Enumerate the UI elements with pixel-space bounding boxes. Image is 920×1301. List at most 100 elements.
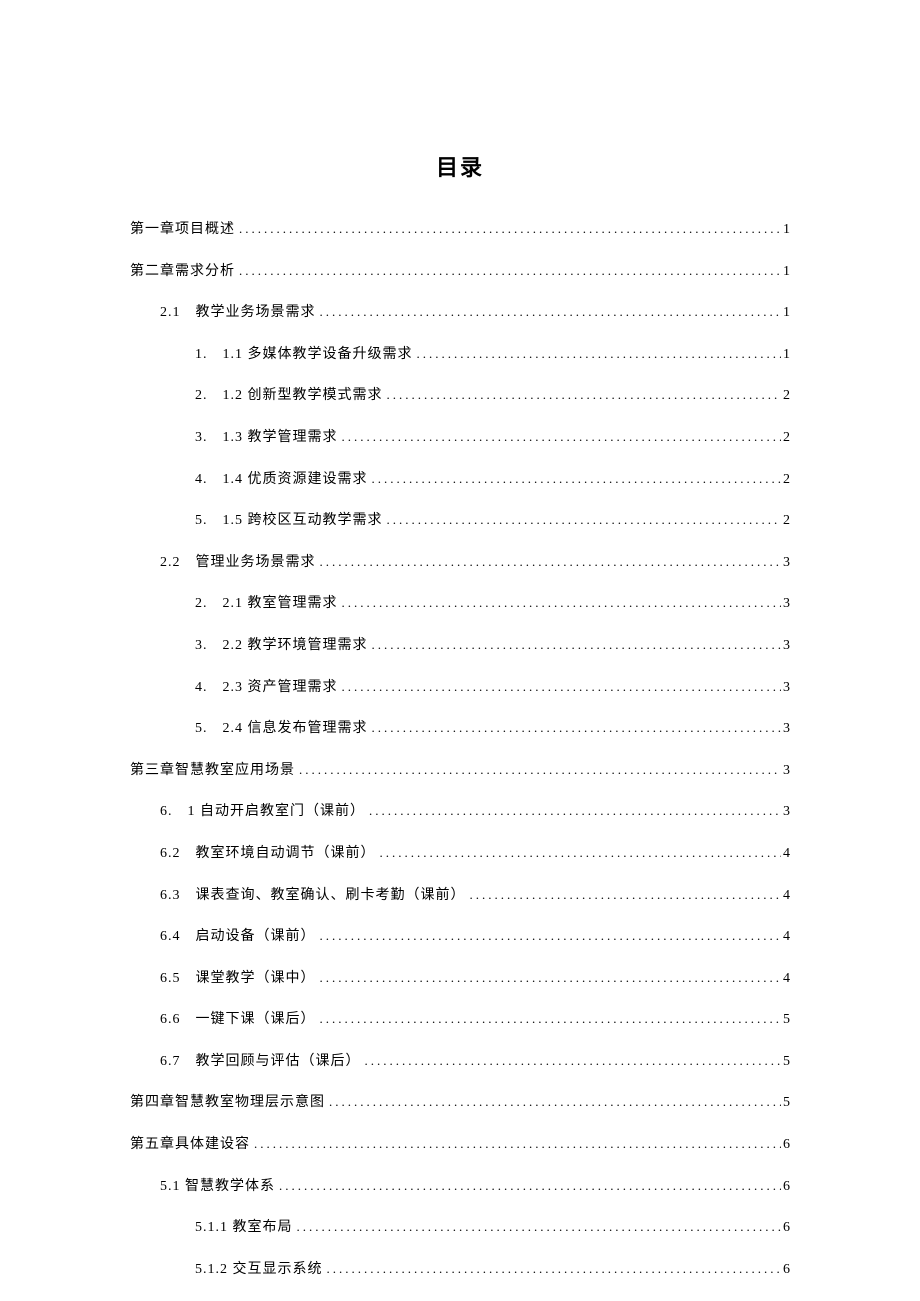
toc-entry-label: 第一章项目概述 — [130, 220, 235, 240]
toc-entry-label: 4. 2.3 资产管理需求 — [195, 678, 338, 698]
toc-entry-label: 2. 2.1 教室管理需求 — [195, 594, 338, 614]
toc-entry-page: 1 — [781, 262, 790, 282]
toc-leader-dots — [361, 1052, 782, 1070]
toc-entry-page: 6 — [781, 1135, 790, 1155]
toc-entry-page: 6 — [781, 1177, 790, 1197]
toc-entry: 6.5 课堂教学（课中） 4 — [130, 969, 790, 989]
toc-container: 第一章项目概述 1 第二章需求分析 1 2.1 教学业务场景需求 1 1. 1.1 多媒体教… — [130, 220, 790, 1279]
toc-leader-dots — [338, 678, 782, 696]
toc-entry: 6. 1 自动开启教室门（课前） 3 — [130, 802, 790, 822]
toc-entry-label: 6.5 课堂教学（课中） — [160, 969, 316, 989]
toc-leader-dots — [368, 636, 782, 654]
toc-leader-dots — [316, 553, 782, 571]
toc-leader-dots — [316, 1010, 782, 1028]
toc-leader-dots — [466, 886, 782, 904]
toc-leader-dots — [383, 511, 782, 529]
toc-entry-page: 4 — [781, 844, 790, 864]
toc-entry: 3. 2.2 教学环境管理需求3 — [130, 636, 790, 656]
toc-entry-page: 2 — [781, 428, 790, 448]
toc-entry: 第一章项目概述 1 — [130, 220, 790, 240]
toc-entry-label: 6.7 教学回顾与评估（课后） — [160, 1052, 361, 1072]
toc-entry-page: 1 — [781, 345, 790, 365]
toc-entry-label: 6.3 课表查询、教室确认、刷卡考勤（课前） — [160, 886, 466, 906]
toc-entry: 第四章智慧教室物理层示意图 5 — [130, 1093, 790, 1113]
toc-entry: 3. 1.3 教学管理需求 2 — [130, 428, 790, 448]
toc-entry: 2. 1.2 创新型教学模式需求 2 — [130, 386, 790, 406]
toc-leader-dots — [316, 303, 782, 321]
toc-entry: 6.4 启动设备（课前） 4 — [130, 927, 790, 947]
toc-entry: 5. 1.5 跨校区互动教学需求 2 — [130, 511, 790, 531]
toc-entry-label: 3. 1.3 教学管理需求 — [195, 428, 338, 448]
toc-entry-page: 4 — [781, 969, 790, 989]
toc-entry-page: 6 — [781, 1218, 790, 1238]
toc-entry-page: 3 — [781, 719, 790, 739]
toc-entry-page: 2 — [781, 470, 790, 490]
toc-entry-page: 2 — [781, 386, 790, 406]
toc-entry: 5.1.1 教室布局 6 — [130, 1218, 790, 1238]
toc-entry-label: 6.4 启动设备（课前） — [160, 927, 316, 947]
toc-entry-label: 第五章具体建设容 — [130, 1135, 250, 1155]
toc-entry-page: 3 — [781, 553, 790, 573]
toc-entry-label: 1. 1.1 多媒体教学设备升级需求 — [195, 345, 413, 365]
toc-leader-dots — [368, 470, 782, 488]
toc-entry-label: 2.2 管理业务场景需求 — [160, 553, 316, 573]
toc-entry: 6.2 教室环境自动调节（课前）4 — [130, 844, 790, 864]
toc-entry: 第二章需求分析 1 — [130, 262, 790, 282]
toc-entry: 6.3 课表查询、教室确认、刷卡考勤（课前） 4 — [130, 886, 790, 906]
toc-entry-page: 4 — [781, 927, 790, 947]
toc-leader-dots — [316, 969, 782, 987]
toc-entry-page: 1 — [781, 303, 790, 323]
toc-entry-label: 5. 2.4 信息发布管理需求 — [195, 719, 368, 739]
toc-entry-label: 5.1.1 教室布局 — [195, 1218, 293, 1238]
toc-leader-dots — [235, 262, 781, 280]
toc-entry-page: 2 — [781, 511, 790, 531]
toc-leader-dots — [338, 428, 782, 446]
toc-entry-page: 1 — [781, 220, 790, 240]
toc-entry-label: 5.1 智慧教学体系 — [160, 1177, 275, 1197]
toc-entry-page: 5 — [781, 1093, 790, 1113]
toc-entry: 第三章智慧教室应用场景 3 — [130, 761, 790, 781]
toc-leader-dots — [295, 761, 781, 779]
toc-title: 目录 — [130, 150, 790, 182]
toc-entry-label: 6. 1 自动开启教室门（课前） — [160, 802, 365, 822]
toc-entry: 5. 2.4 信息发布管理需求 3 — [130, 719, 790, 739]
toc-entry-page: 3 — [781, 761, 790, 781]
toc-entry: 2. 2.1 教室管理需求 3 — [130, 594, 790, 614]
toc-entry: 2.2 管理业务场景需求 3 — [130, 553, 790, 573]
toc-entry: 6.7 教学回顾与评估（课后） 5 — [130, 1052, 790, 1072]
toc-entry: 2.1 教学业务场景需求 1 — [130, 303, 790, 323]
toc-entry-label: 6.6 一键下课（课后） — [160, 1010, 316, 1030]
toc-entry-page: 3 — [781, 802, 790, 822]
toc-entry-label: 3. 2.2 教学环境管理需求 — [195, 636, 368, 656]
toc-leader-dots — [325, 1093, 781, 1111]
toc-leader-dots — [235, 220, 781, 238]
toc-entry: 5.1 智慧教学体系 6 — [130, 1177, 790, 1197]
toc-entry-label: 第二章需求分析 — [130, 262, 235, 282]
toc-entry: 4. 2.3 资产管理需求 3 — [130, 678, 790, 698]
toc-entry: 4. 1.4 优质资源建设需求 2 — [130, 470, 790, 490]
toc-entry: 第五章具体建设容 6 — [130, 1135, 790, 1155]
toc-entry-page: 3 — [781, 678, 790, 698]
toc-leader-dots — [365, 802, 781, 820]
toc-entry-label: 5. 1.5 跨校区互动教学需求 — [195, 511, 383, 531]
toc-entry-label: 4. 1.4 优质资源建设需求 — [195, 470, 368, 490]
toc-leader-dots — [275, 1177, 781, 1195]
toc-leader-dots — [413, 345, 782, 363]
toc-entry-page: 3 — [781, 594, 790, 614]
toc-entry-label: 第四章智慧教室物理层示意图 — [130, 1093, 325, 1113]
toc-entry: 5.1.2 交互显示系统 6 — [130, 1260, 790, 1280]
toc-entry-label: 第三章智慧教室应用场景 — [130, 761, 295, 781]
toc-leader-dots — [338, 594, 782, 612]
toc-leader-dots — [250, 1135, 781, 1153]
toc-leader-dots — [323, 1260, 782, 1278]
toc-entry-page: 6 — [781, 1260, 790, 1280]
toc-entry-page: 4 — [781, 886, 790, 906]
toc-leader-dots — [316, 927, 782, 945]
toc-entry-page: 5 — [781, 1010, 790, 1030]
toc-entry-label: 5.1.2 交互显示系统 — [195, 1260, 323, 1280]
toc-entry-label: 2. 1.2 创新型教学模式需求 — [195, 386, 383, 406]
toc-entry-page: 5 — [781, 1052, 790, 1072]
toc-entry-label: 2.1 教学业务场景需求 — [160, 303, 316, 323]
toc-leader-dots — [293, 1218, 782, 1236]
toc-entry: 6.6 一键下课（课后） 5 — [130, 1010, 790, 1030]
